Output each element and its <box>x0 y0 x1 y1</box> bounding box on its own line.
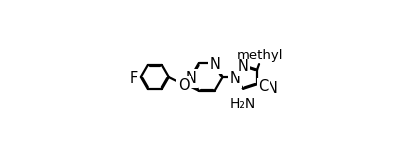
Text: H₂N: H₂N <box>229 97 256 111</box>
Text: C: C <box>258 79 268 94</box>
Text: N: N <box>266 81 277 96</box>
Text: methyl: methyl <box>236 49 283 62</box>
Text: N: N <box>238 59 249 74</box>
Text: N: N <box>209 57 220 72</box>
Text: N: N <box>185 71 196 86</box>
Text: N: N <box>229 71 240 86</box>
Text: F: F <box>129 71 138 86</box>
Text: O: O <box>178 78 189 93</box>
